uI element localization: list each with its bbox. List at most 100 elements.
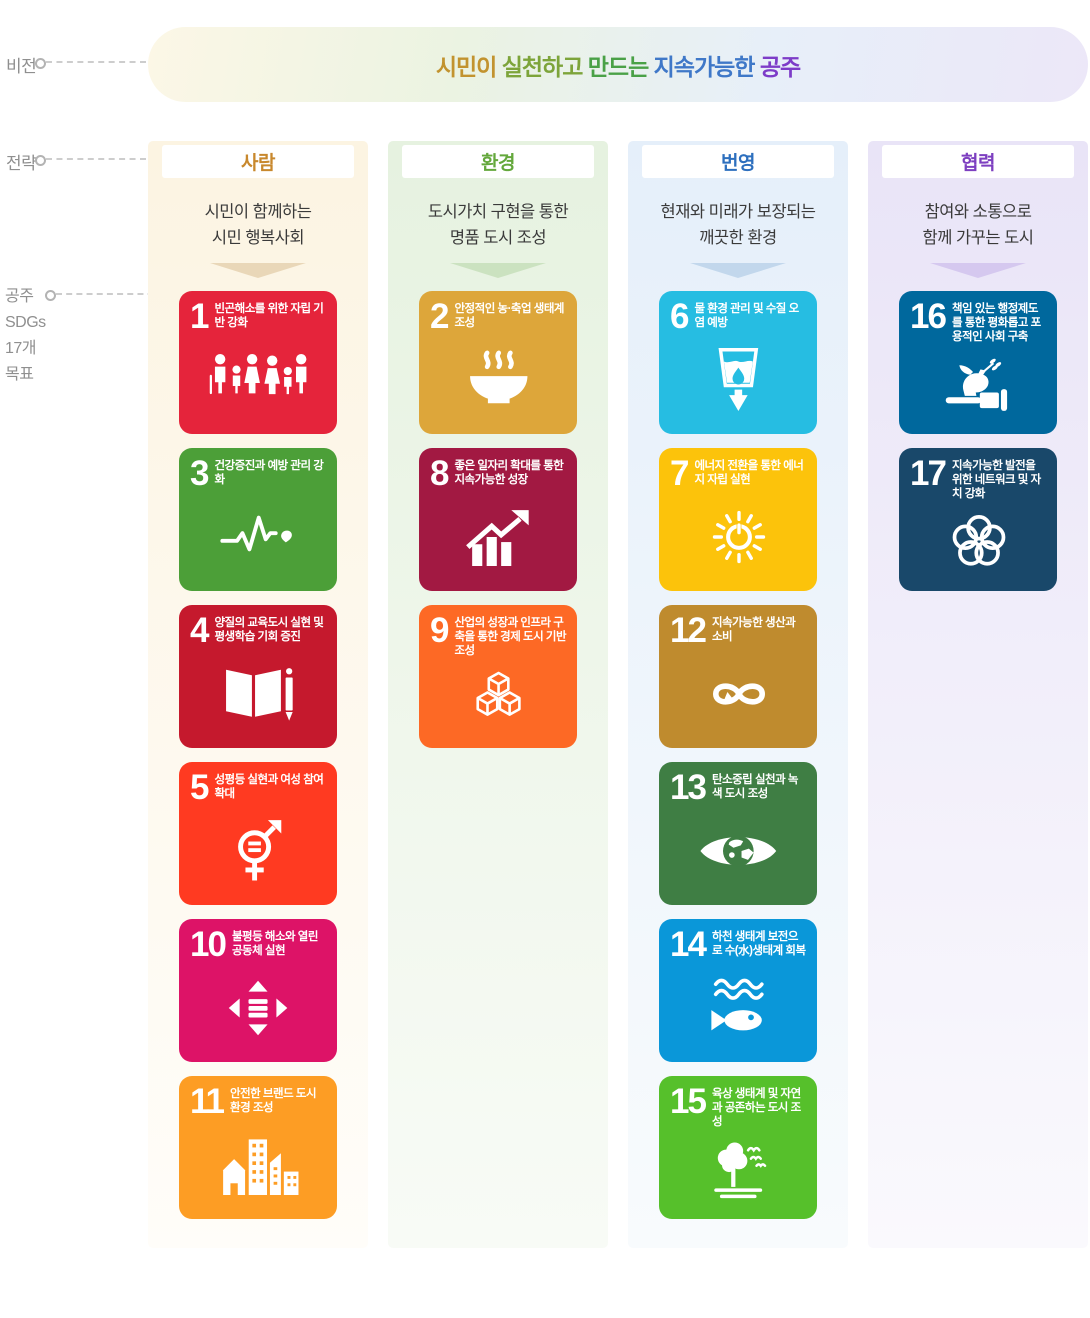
goal-title: 육상 생태계 및 자연과 공존하는 도시 조성 — [711, 1088, 801, 1128]
goal-number: 7 — [670, 454, 690, 493]
city-buildings-icon — [190, 1118, 327, 1211]
goal-number: 10 — [190, 925, 227, 964]
goal-title: 지속가능한 생산과 소비 — [711, 617, 796, 643]
strategy-subtitle: 현재와 미래가 보장되는 깨끗한 환경 — [660, 203, 816, 247]
sdgs-axis-label-line: SDGs — [5, 314, 46, 331]
goal-number: 11 — [190, 1082, 225, 1121]
tile-head: 12 지속가능한 생산과 소비 — [670, 611, 807, 650]
goal-number: 6 — [670, 297, 690, 336]
equality-arrows-icon — [190, 961, 327, 1054]
goal-number: 16 — [910, 297, 947, 336]
goal-number: 8 — [430, 454, 450, 493]
sdg-tile-13: 13 탄소중립 실천과 녹색 도시 조성 — [659, 762, 817, 905]
tile-head: 13 탄소중립 실천과 녹색 도시 조성 — [670, 768, 807, 807]
goal-title: 불평등 해소와 열린 공동체 실현 — [231, 931, 319, 957]
goal-tiles: 2 안정적인 농·축업 생태계 조성 8 좋은 일자리 확대를 통한 지속가능한 성장… — [419, 291, 577, 748]
strategy-header-people: 사람 — [162, 145, 354, 178]
goal-title: 물 환경 관리 및 수질 오염 예방 — [694, 303, 799, 329]
bowl-steam-icon — [430, 333, 567, 426]
vision-title-segment: 공주 — [759, 53, 801, 80]
connector-dot — [35, 58, 46, 69]
goal-title: 건강증진과 예방 관리 강화 — [214, 460, 324, 486]
water-glass-icon — [670, 333, 807, 426]
strategy-header-prosperity: 번영 — [642, 145, 834, 178]
goal-number: 13 — [670, 768, 707, 807]
dove-gavel-icon — [910, 344, 1047, 426]
tile-head: 10 불평등 해소와 열린 공동체 실현 — [190, 925, 327, 964]
tile-head: 2 안정적인 농·축업 생태계 조성 — [430, 297, 567, 336]
goal-number: 1 — [190, 297, 210, 336]
vision-axis-label: 비전 — [6, 57, 37, 76]
tile-head: 17 지속가능한 발전을 위한 네트워크 및 자치 강화 — [910, 456, 1047, 501]
strategy-axis-label: 전략 — [6, 154, 37, 173]
tile-head: 8 좋은 일자리 확대를 통한 지속가능한 성장 — [430, 454, 567, 493]
chevron-down-icon — [690, 263, 786, 278]
goal-tiles: 1 빈곤해소를 위한 자립 기반 강화 3 건강증진과 예방 관리 강화 4 양질의 교육… — [179, 291, 337, 1219]
goal-title: 지속가능한 발전을 위한 네트워크 및 자치 강화 — [951, 460, 1041, 500]
goal-title: 산업의 성장과 인프라 구축을 통한 경제 도시 기반 조성 — [454, 617, 567, 657]
cubes-icon — [430, 658, 567, 740]
tile-head: 11 안전한 브랜드 도시 환경 조성 — [190, 1082, 327, 1121]
tile-head: 3 건강증진과 예방 관리 강화 — [190, 456, 327, 491]
strategy-subtitle: 도시가치 구현을 통한 명품 도시 조성 — [427, 203, 569, 247]
column-people: 사람 시민이 함께하는 시민 행복사회 1 빈곤해소를 위한 자립 기반 강화 3 건강증진… — [148, 141, 368, 1248]
goal-number: 15 — [670, 1082, 707, 1121]
goal-tiles: 16 책임 있는 행정제도를 통한 평화롭고 포용적인 사회 구축 17 지속가능한 … — [899, 291, 1057, 591]
goal-title: 좋은 일자리 확대를 통한 지속가능한 성장 — [454, 460, 564, 486]
growth-arrow-icon — [430, 490, 567, 583]
sdg-tile-3: 3 건강증진과 예방 관리 강화 — [179, 448, 337, 591]
tile-head: 9 산업의 성장과 인프라 구축을 통한 경제 도시 기반 조성 — [430, 611, 567, 658]
goal-title: 탄소중립 실천과 녹색 도시 조성 — [711, 774, 799, 800]
sdg-tile-1: 1 빈곤해소를 위한 자립 기반 강화 — [179, 291, 337, 434]
interlocking-rings-icon — [910, 501, 1047, 583]
sdg-tile-10: 10 불평등 해소와 열린 공동체 실현 — [179, 919, 337, 1062]
tile-head: 15 육상 생태계 및 자연과 공존하는 도시 조성 — [670, 1082, 807, 1129]
goal-number: 2 — [430, 297, 450, 336]
vision-pill: 시민이 실천하고 만드는 지속가능한 공주 — [148, 27, 1088, 102]
strategy-connector-line — [35, 155, 146, 166]
tile-head: 14 하천 생태계 보전으로 수(水)생태계 회복 — [670, 925, 807, 964]
goal-number: 9 — [430, 611, 450, 650]
sdg-tile-14: 14 하천 생태계 보전으로 수(水)생태계 회복 — [659, 919, 817, 1062]
sdg-tile-8: 8 좋은 일자리 확대를 통한 지속가능한 성장 — [419, 448, 577, 591]
vision-title: 시민이 실천하고 만드는 지속가능한 공주 — [436, 48, 801, 82]
goal-title: 에너지 전환을 통한 에너지 자립 실현 — [694, 460, 804, 486]
sdg-tile-15: 15 육상 생태계 및 자연과 공존하는 도시 조성 — [659, 1076, 817, 1219]
vision-title-segment: 실천하고 — [501, 53, 588, 80]
sdg-tile-4: 4 양질의 교육도시 실현 및 평생학습 기회 증진 — [179, 605, 337, 748]
sdg-tile-17: 17 지속가능한 발전을 위한 네트워크 및 자치 강화 — [899, 448, 1057, 591]
sdg-tile-12: 12 지속가능한 생산과 소비 — [659, 605, 817, 748]
sdgs-connector-line — [45, 290, 174, 301]
chevron-down-icon — [930, 263, 1026, 278]
column-environment: 환경 도시가치 구현을 통한 명품 도시 조성 2 안정적인 농·축업 생태계 조성 8 좋… — [388, 141, 608, 1248]
vision-title-segment: 만드는 — [587, 53, 654, 80]
goal-title: 빈곤해소를 위한 자립 기반 강화 — [214, 303, 324, 329]
tile-head: 5 성평등 실현과 여성 참여 확대 — [190, 768, 327, 807]
eye-globe-icon — [670, 804, 807, 897]
strategy-header-cooperation: 협력 — [882, 145, 1074, 178]
goal-title: 책임 있는 행정제도를 통한 평화롭고 포용적인 사회 구축 — [951, 303, 1041, 343]
goal-number: 4 — [190, 611, 210, 650]
goal-title: 하천 생태계 보전으로 수(水)생태계 회복 — [711, 931, 806, 957]
sdgs-axis-label-line: 공주 — [5, 288, 34, 305]
tile-head: 16 책임 있는 행정제도를 통한 평화롭고 포용적인 사회 구축 — [910, 297, 1047, 344]
goal-number: 14 — [670, 925, 707, 964]
goal-title: 양질의 교육도시 실현 및 평생학습 기회 증진 — [214, 617, 324, 643]
family-icon — [190, 333, 327, 426]
goal-number: 5 — [190, 768, 210, 807]
sdg-tile-16: 16 책임 있는 행정제도를 통한 평화롭고 포용적인 사회 구축 — [899, 291, 1057, 434]
sdg-tile-9: 9 산업의 성장과 인프라 구축을 통한 경제 도시 기반 조성 — [419, 605, 577, 748]
vision-connector-line — [35, 58, 146, 69]
chevron-down-icon — [450, 263, 546, 278]
tile-head: 4 양질의 교육도시 실현 및 평생학습 기회 증진 — [190, 611, 327, 650]
gender-equality-icon — [190, 804, 327, 897]
goal-title: 안전한 브랜드 도시 환경 조성 — [230, 1088, 317, 1114]
sdgs-axis-label-line: 목표 — [5, 366, 34, 383]
goal-number: 12 — [670, 611, 707, 650]
strategy-subtitle: 참여와 소통으로 함께 가꾸는 도시 — [922, 203, 1034, 247]
